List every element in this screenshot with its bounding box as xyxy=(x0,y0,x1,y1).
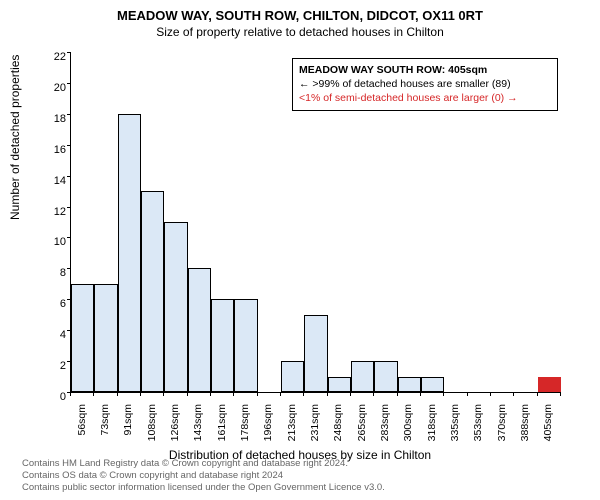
annotation-title: MEADOW WAY SOUTH ROW: 405sqm xyxy=(299,63,551,77)
chart-subtitle: Size of property relative to detached ho… xyxy=(0,25,600,39)
x-tick-mark xyxy=(187,392,188,396)
chart-title: MEADOW WAY, SOUTH ROW, CHILTON, DIDCOT, … xyxy=(0,8,600,23)
x-tick-mark xyxy=(303,392,304,396)
annotation-box: MEADOW WAY SOUTH ROW: 405sqm← >99% of de… xyxy=(292,58,558,111)
x-tick-mark xyxy=(467,392,468,396)
x-tick-label: 265sqm xyxy=(356,404,368,454)
x-tick-label: 231sqm xyxy=(309,404,321,454)
y-tick-mark xyxy=(67,145,71,146)
y-tick-mark xyxy=(67,207,71,208)
histogram-bar xyxy=(234,299,257,392)
annotation-line-highlight: <1% of semi-detached houses are larger (… xyxy=(299,91,551,105)
y-tick-label: 12 xyxy=(36,206,66,218)
y-tick-label: 4 xyxy=(36,329,66,341)
y-tick-mark xyxy=(67,268,71,269)
chart-container: { "title": "MEADOW WAY, SOUTH ROW, CHILT… xyxy=(0,0,600,500)
x-tick-mark xyxy=(233,392,234,396)
x-tick-mark xyxy=(117,392,118,396)
x-tick-mark xyxy=(70,392,71,396)
x-tick-label: 108sqm xyxy=(146,404,158,454)
x-tick-label: 318sqm xyxy=(426,404,438,454)
footer-line: Contains OS data © Crown copyright and d… xyxy=(22,470,385,482)
x-tick-label: 353sqm xyxy=(472,404,484,454)
y-tick-mark xyxy=(67,176,71,177)
x-tick-mark xyxy=(280,392,281,396)
histogram-bar xyxy=(328,377,351,392)
x-tick-mark xyxy=(210,392,211,396)
histogram-bar xyxy=(398,377,421,392)
y-tick-label: 22 xyxy=(36,51,66,63)
x-tick-mark xyxy=(397,392,398,396)
x-tick-mark xyxy=(443,392,444,396)
x-tick-label: 248sqm xyxy=(332,404,344,454)
x-tick-label: 161sqm xyxy=(216,404,228,454)
x-tick-mark xyxy=(537,392,538,396)
y-tick-label: 20 xyxy=(36,82,66,94)
histogram-bar xyxy=(211,299,234,392)
histogram-bar xyxy=(118,114,141,392)
x-tick-mark xyxy=(373,392,374,396)
x-tick-mark xyxy=(420,392,421,396)
x-tick-mark xyxy=(140,392,141,396)
x-tick-label: 388sqm xyxy=(519,404,531,454)
histogram-bar xyxy=(421,377,444,392)
y-tick-label: 2 xyxy=(36,360,66,372)
footer-line: Contains public sector information licen… xyxy=(22,482,385,494)
y-tick-label: 6 xyxy=(36,298,66,310)
y-tick-mark xyxy=(67,237,71,238)
y-tick-label: 10 xyxy=(36,236,66,248)
footer-attribution: Contains HM Land Registry data © Crown c… xyxy=(22,458,385,494)
histogram-bar xyxy=(94,284,117,392)
highlight-bar xyxy=(538,377,561,392)
y-axis-label: Number of detached properties xyxy=(8,55,22,220)
annotation-line: ← >99% of detached houses are smaller (8… xyxy=(299,77,551,91)
footer-line: Contains HM Land Registry data © Crown c… xyxy=(22,458,385,470)
x-tick-label: 178sqm xyxy=(239,404,251,454)
x-tick-label: 196sqm xyxy=(262,404,274,454)
y-tick-mark xyxy=(67,83,71,84)
y-tick-label: 14 xyxy=(36,175,66,187)
histogram-bar xyxy=(351,361,374,392)
histogram-bar xyxy=(71,284,94,392)
histogram-bar xyxy=(188,268,211,392)
x-tick-mark xyxy=(327,392,328,396)
x-tick-mark xyxy=(490,392,491,396)
x-tick-label: 143sqm xyxy=(192,404,204,454)
y-tick-label: 18 xyxy=(36,113,66,125)
x-tick-label: 283sqm xyxy=(379,404,391,454)
y-tick-label: 8 xyxy=(36,267,66,279)
x-tick-mark xyxy=(257,392,258,396)
histogram-bar xyxy=(281,361,304,392)
x-tick-label: 91sqm xyxy=(122,404,134,454)
x-tick-label: 126sqm xyxy=(169,404,181,454)
x-tick-label: 56sqm xyxy=(76,404,88,454)
histogram-bar xyxy=(374,361,397,392)
y-tick-label: 0 xyxy=(36,391,66,403)
x-tick-mark xyxy=(93,392,94,396)
x-tick-label: 335sqm xyxy=(449,404,461,454)
x-tick-mark xyxy=(560,392,561,396)
x-tick-mark xyxy=(513,392,514,396)
x-tick-mark xyxy=(350,392,351,396)
histogram-bar xyxy=(304,315,327,392)
x-tick-label: 300sqm xyxy=(402,404,414,454)
x-tick-mark xyxy=(163,392,164,396)
x-tick-label: 73sqm xyxy=(99,404,111,454)
y-tick-label: 16 xyxy=(36,144,66,156)
x-tick-label: 370sqm xyxy=(496,404,508,454)
histogram-bar xyxy=(164,222,187,392)
y-tick-mark xyxy=(67,52,71,53)
histogram-bar xyxy=(141,191,164,392)
x-tick-label: 213sqm xyxy=(286,404,298,454)
x-tick-label: 405sqm xyxy=(542,404,554,454)
y-tick-mark xyxy=(67,114,71,115)
